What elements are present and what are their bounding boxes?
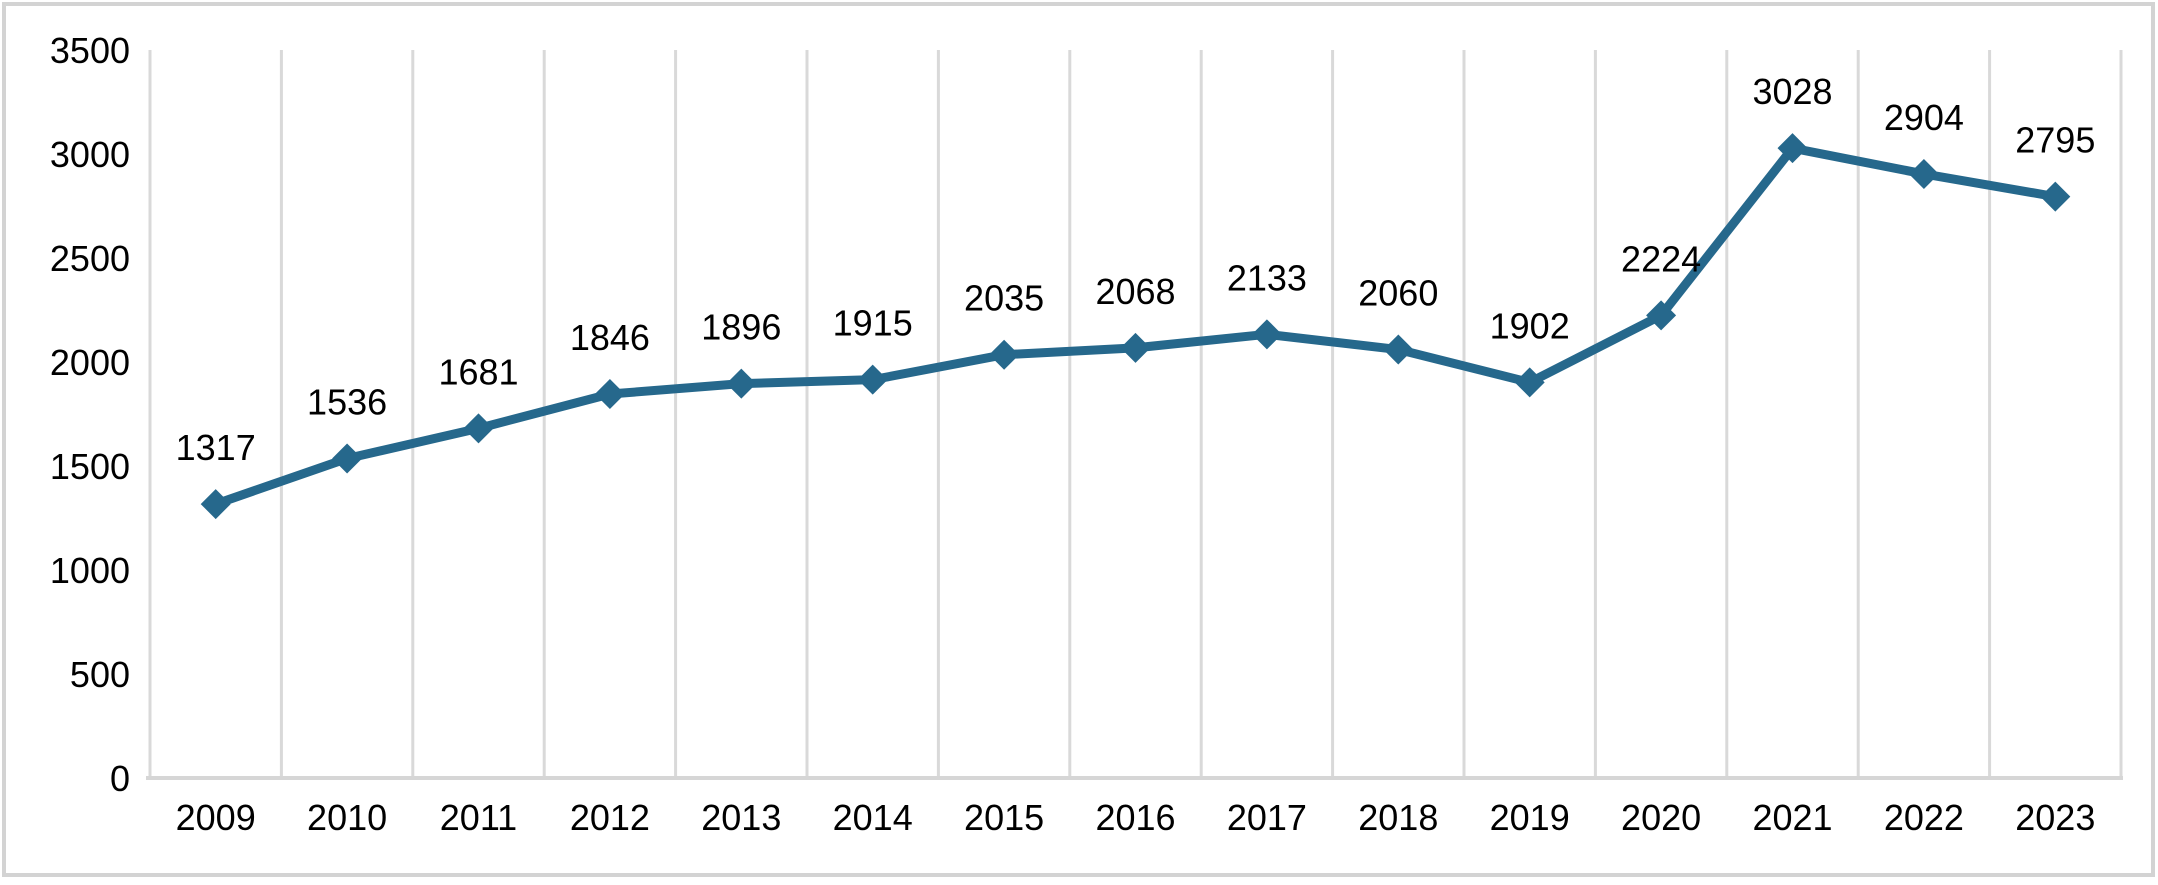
- x-tick-label: 2017: [1227, 797, 1307, 838]
- x-tick-label: 2016: [1095, 797, 1175, 838]
- x-tick-label: 2023: [2015, 797, 2095, 838]
- y-tick-label: 1500: [50, 446, 130, 487]
- data-point-marker: [726, 369, 756, 399]
- y-tick-label: 3000: [50, 134, 130, 175]
- data-value-label: 2795: [2015, 120, 2095, 161]
- data-point-marker: [332, 444, 362, 474]
- data-point-marker: [464, 413, 494, 443]
- data-point-markers: [201, 133, 2071, 519]
- data-value-label: 2904: [1884, 97, 1964, 138]
- data-point-marker: [595, 379, 625, 409]
- data-value-label: 1317: [176, 427, 256, 468]
- y-tick-label: 3500: [50, 30, 130, 71]
- data-value-labels: 1317 1536 1681 1846 1896 1915 2035 2068 2133 2060…: [176, 71, 2096, 468]
- data-value-label: 3028: [1752, 71, 1832, 112]
- data-point-marker: [201, 489, 231, 519]
- data-value-label: 2224: [1621, 238, 1701, 279]
- data-value-label: 2068: [1095, 271, 1175, 312]
- data-series-line: [216, 148, 2056, 504]
- x-tick-label: 2021: [1752, 797, 1832, 838]
- data-value-label: 1902: [1490, 305, 1570, 346]
- data-value-label: 2035: [964, 278, 1044, 319]
- y-tick-label: 1000: [50, 550, 130, 591]
- x-tick-label: 2010: [307, 797, 387, 838]
- x-tick-label: 2011: [440, 797, 517, 838]
- data-value-label: 2133: [1227, 257, 1307, 298]
- x-tick-label: 2022: [1884, 797, 1964, 838]
- data-value-label: 1536: [307, 382, 387, 423]
- x-axis-tick-labels: 2009 2010 2011 2012 2013 2014 2015 2016 2017 2018…: [176, 797, 2096, 838]
- data-value-label: 1681: [438, 351, 518, 392]
- data-value-label: 1896: [701, 307, 781, 348]
- data-point-marker: [1909, 159, 1939, 189]
- series-line: [216, 148, 2056, 504]
- y-axis-tick-labels: 0 500 1000 1500 2000 2500 3000 3500: [50, 30, 130, 799]
- y-tick-label: 2500: [50, 238, 130, 279]
- data-value-label: 2060: [1358, 273, 1438, 314]
- data-value-label: 1915: [833, 303, 913, 344]
- data-point-marker: [2040, 182, 2070, 212]
- data-value-label: 1846: [570, 317, 650, 358]
- y-tick-label: 500: [70, 654, 130, 695]
- data-point-marker: [1515, 367, 1545, 397]
- data-point-marker: [1121, 333, 1151, 363]
- x-tick-label: 2014: [833, 797, 913, 838]
- x-tick-label: 2018: [1358, 797, 1438, 838]
- x-tick-label: 2020: [1621, 797, 1701, 838]
- x-tick-label: 2019: [1490, 797, 1570, 838]
- y-tick-label: 0: [110, 758, 130, 799]
- data-point-marker: [989, 340, 1019, 370]
- data-point-marker: [1252, 319, 1282, 349]
- data-point-marker: [1383, 335, 1413, 365]
- data-point-marker: [858, 365, 888, 395]
- x-tick-label: 2015: [964, 797, 1044, 838]
- y-tick-label: 2000: [50, 342, 130, 383]
- x-tick-label: 2013: [701, 797, 781, 838]
- x-tick-label: 2012: [570, 797, 650, 838]
- x-tick-label: 2009: [176, 797, 256, 838]
